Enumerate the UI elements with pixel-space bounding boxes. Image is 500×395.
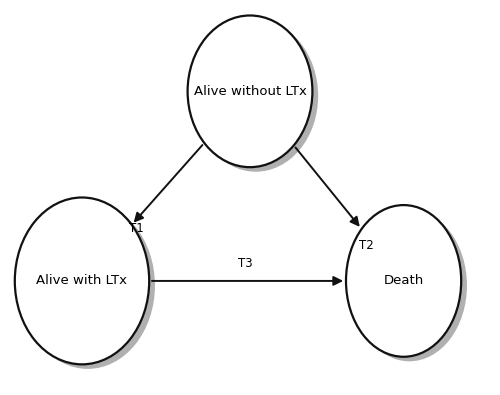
Ellipse shape	[15, 198, 149, 364]
Ellipse shape	[188, 15, 312, 167]
Text: T3: T3	[238, 256, 252, 269]
Ellipse shape	[194, 20, 318, 172]
Ellipse shape	[346, 205, 461, 357]
Ellipse shape	[352, 210, 467, 361]
Ellipse shape	[20, 202, 155, 369]
Text: Death: Death	[384, 275, 424, 288]
Text: Alive with LTx: Alive with LTx	[36, 275, 128, 288]
Text: Alive without LTx: Alive without LTx	[194, 85, 306, 98]
Text: T1: T1	[130, 222, 144, 235]
Text: T2: T2	[359, 239, 374, 252]
